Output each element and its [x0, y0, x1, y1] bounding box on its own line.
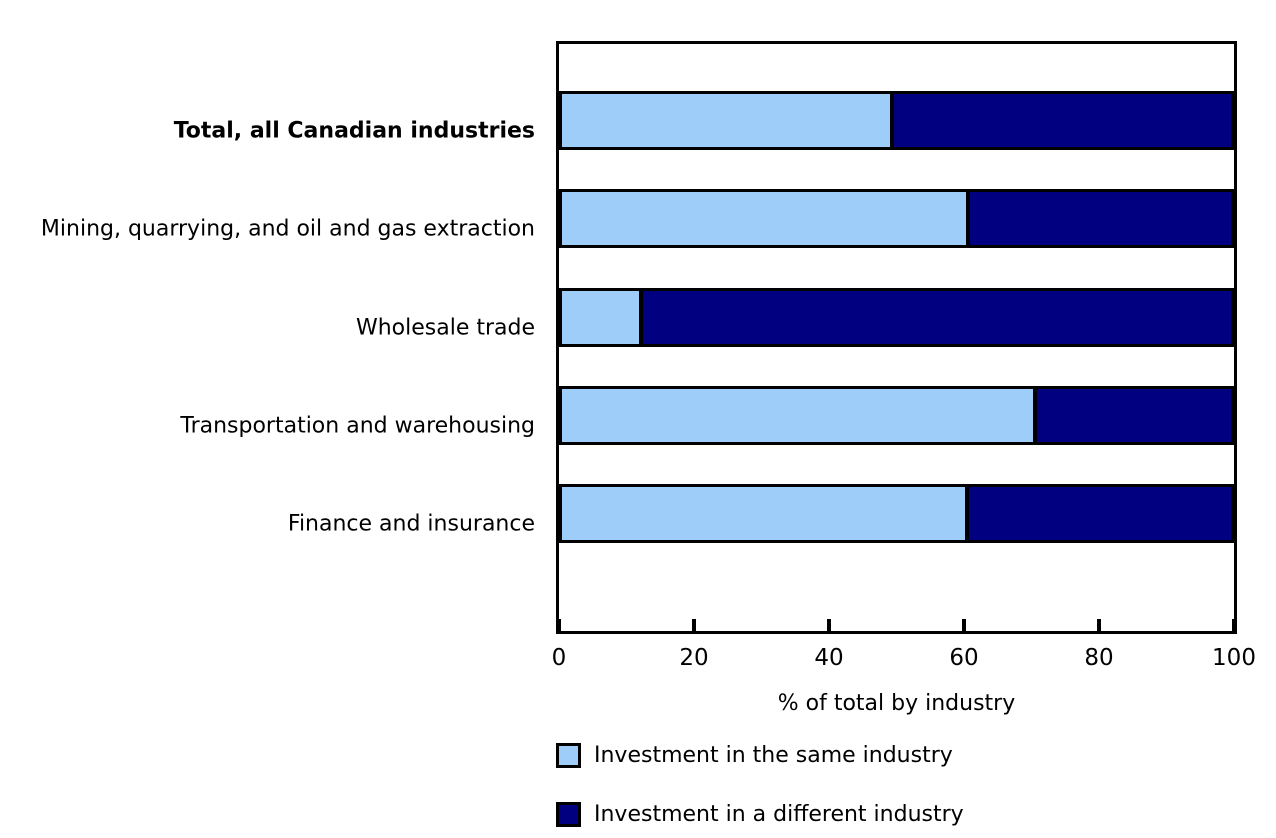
bar-segment-same-industry [559, 288, 643, 347]
bar-segment-same-industry [559, 189, 969, 248]
bar-segment-same-industry [559, 91, 894, 150]
legend-label: Investment in a different industry [594, 801, 964, 827]
bar-segment-different-industry [891, 91, 1234, 150]
category-label: Finance and insurance [287, 511, 535, 536]
bar-row [559, 91, 1234, 150]
tick-mark [827, 619, 831, 631]
tick-label: 20 [679, 645, 709, 671]
category-label: Wholesale trade [355, 315, 535, 340]
bar-segment-different-industry [966, 484, 1234, 543]
bar-segment-different-industry [640, 288, 1234, 347]
bar-row [559, 288, 1234, 347]
tick-label: 0 [551, 645, 567, 671]
category-label: Total, all Canadian industries [173, 118, 535, 143]
tick-label: 80 [1084, 645, 1114, 671]
plot-area [556, 41, 1237, 634]
tick-mark [557, 619, 561, 631]
tick-mark [962, 619, 966, 631]
legend: Investment in the same industry Investmen… [556, 741, 964, 838]
x-axis-label: % of total by industry [777, 691, 1016, 716]
legend-swatch-icon [556, 742, 581, 768]
category-label: Transportation and warehousing [180, 413, 535, 438]
legend-item: Investment in a different industry [556, 800, 964, 828]
bar-segment-same-industry [559, 484, 969, 543]
tick-mark [692, 619, 696, 631]
tick-label: 100 [1212, 645, 1256, 671]
bar-segment-same-industry [559, 386, 1036, 445]
tick-label: 40 [814, 645, 844, 671]
category-label: Mining, quarrying, and oil and gas extra… [40, 216, 535, 241]
tick-mark [1097, 619, 1101, 631]
bar-segment-different-industry [966, 189, 1234, 248]
legend-item: Investment in the same industry [556, 741, 964, 769]
bar-row [559, 484, 1234, 543]
bar-row [559, 386, 1234, 445]
bar-segment-different-industry [1033, 386, 1234, 445]
tick-label: 60 [949, 645, 979, 671]
tick-mark [1232, 619, 1236, 631]
legend-label: Investment in the same industry [594, 742, 953, 768]
bar-row [559, 189, 1234, 248]
legend-swatch-icon [556, 801, 581, 827]
